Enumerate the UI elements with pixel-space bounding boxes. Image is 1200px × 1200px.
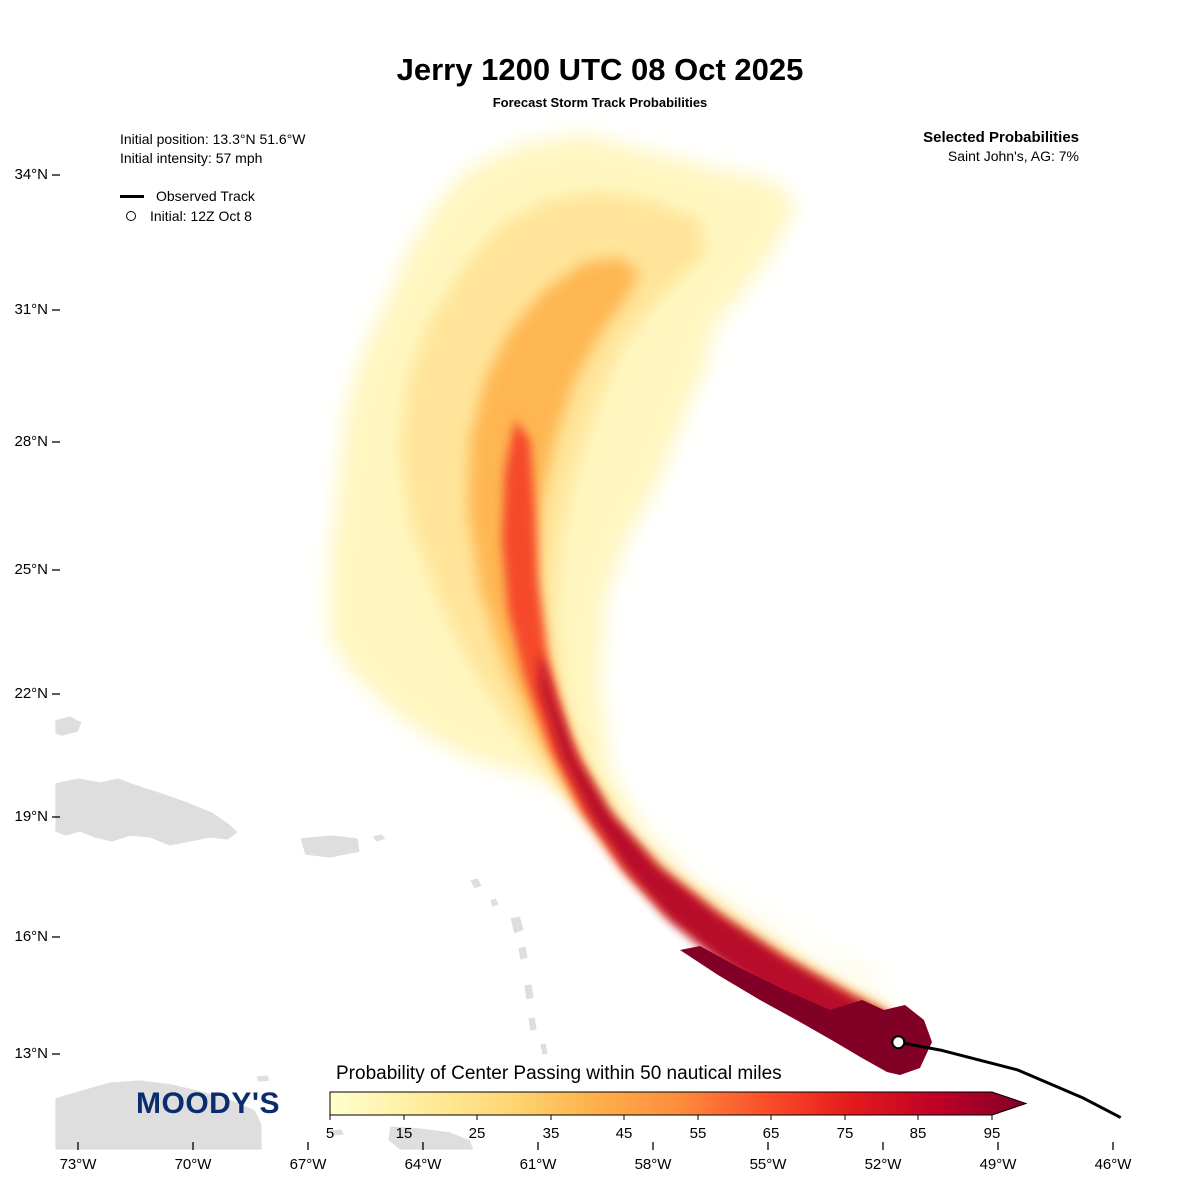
- land-leeward-islands: [469, 877, 529, 961]
- land-layer: [54, 715, 549, 1151]
- colorbar-tick-45: 45: [615, 1125, 633, 1142]
- colorbar-tick-35: 35: [542, 1125, 560, 1142]
- land-venezuela-east: [387, 1125, 475, 1151]
- lat-label-19: 19°N: [14, 808, 48, 825]
- selected-probabilities-header: Selected Probabilities: [923, 129, 1079, 146]
- initial-position-text: Initial position: 13.3°N 51.6°W: [120, 131, 306, 147]
- lat-label-25: 25°N: [14, 561, 48, 578]
- selected-probabilities: Selected Probabilities Saint John's, AG:…: [923, 128, 1079, 166]
- moodys-logo: MOODY'S: [136, 1087, 280, 1120]
- lat-label-22: 22°N: [14, 685, 48, 702]
- colorbar-tick-marks: [329, 1115, 993, 1120]
- lat-label-31: 31°N: [14, 301, 48, 318]
- colorbar-tick-85: 85: [909, 1125, 927, 1142]
- selected-probabilities-entry: Saint John's, AG: 7%: [947, 148, 1079, 164]
- track-line-swatch: [120, 194, 144, 198]
- colorbar-body: [329, 1091, 1028, 1116]
- colorbar-tick-75: 75: [836, 1125, 854, 1142]
- circle-marker-icon: [126, 211, 136, 221]
- land-puerto-rico: [299, 834, 361, 859]
- colorbar-tick-65: 65: [762, 1125, 780, 1142]
- map-title: Jerry 1200 UTC 08 Oct 2025: [396, 52, 804, 87]
- lat-tick-marks: [52, 174, 60, 1055]
- swath-30-percent: [468, 258, 895, 1040]
- lat-label-34: 34°N: [14, 166, 48, 183]
- colorbar-tick-95: 95: [983, 1125, 1001, 1142]
- colorbar-title: Probability of Center Passing within 50 …: [336, 1063, 782, 1084]
- lon-label-58: 58°W: [634, 1156, 672, 1173]
- lon-label-73: 73°W: [59, 1156, 97, 1173]
- initial-position-marker: [891, 1035, 906, 1050]
- land-windward-islands: [523, 983, 549, 1056]
- lon-label-70: 70°W: [174, 1156, 212, 1173]
- initial-intensity-text: Initial intensity: 57 mph: [120, 150, 263, 166]
- lon-label-64: 64°W: [404, 1156, 442, 1173]
- lon-tick-marks: [77, 1142, 1114, 1150]
- land-small-isles: [255, 1074, 345, 1137]
- colorbar: [329, 1091, 1028, 1120]
- colorbar-tick-5: 5: [325, 1125, 335, 1142]
- map-legend: Observed Track Initial: 12Z Oct 8: [120, 186, 255, 226]
- colorbar-tick-15: 15: [395, 1125, 413, 1142]
- legend-initial-label: Initial: 12Z Oct 8: [150, 208, 252, 224]
- colorbar-tick-25: 25: [468, 1125, 486, 1142]
- lon-label-61: 61°W: [519, 1156, 557, 1173]
- legend-observed-track: Observed Track: [120, 186, 255, 206]
- land-cuba-edge: [54, 715, 83, 737]
- legend-initial: Initial: 12Z Oct 8: [120, 206, 255, 226]
- land-hispaniola: [54, 777, 239, 847]
- probability-swath: [330, 135, 932, 1075]
- legend-observed-track-label: Observed Track: [156, 188, 255, 204]
- land-virgin-islands: [371, 833, 387, 843]
- lat-label-28: 28°N: [14, 433, 48, 450]
- map-subtitle: Forecast Storm Track Probabilities: [492, 95, 708, 110]
- observed-track-line: [898, 1040, 1122, 1119]
- lon-label-46: 46°W: [1094, 1156, 1132, 1173]
- colorbar-tick-55: 55: [689, 1125, 707, 1142]
- lat-label-16: 16°N: [14, 928, 48, 945]
- lon-label-52: 52°W: [864, 1156, 902, 1173]
- swath-95-percent: [680, 946, 932, 1075]
- lon-label-67: 67°W: [289, 1156, 327, 1173]
- lat-label-13: 13°N: [14, 1045, 48, 1062]
- land-venezuela-coast: [54, 1079, 263, 1151]
- storm-info: Initial position: 13.3°N 51.6°W Initial …: [120, 130, 306, 168]
- lon-label-49: 49°W: [979, 1156, 1017, 1173]
- lon-label-55: 55°W: [749, 1156, 787, 1173]
